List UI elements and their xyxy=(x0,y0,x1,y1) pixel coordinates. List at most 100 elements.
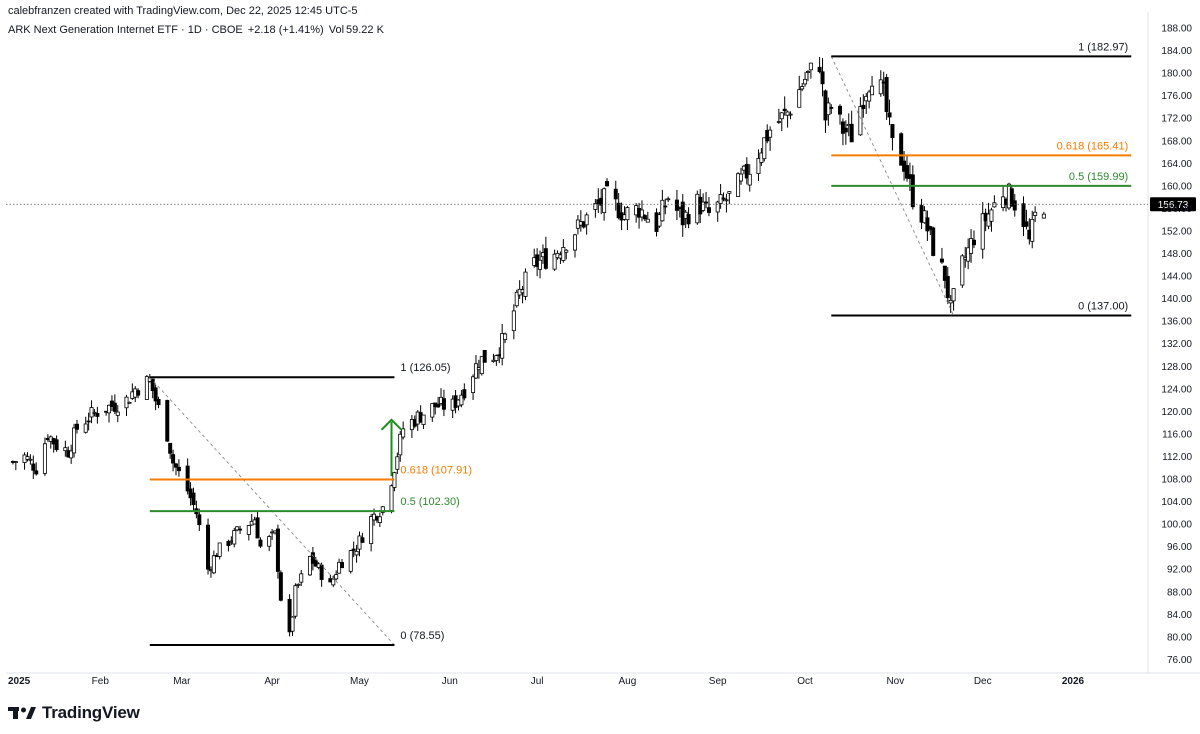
candle-body xyxy=(704,201,709,204)
candle-body xyxy=(660,199,665,222)
candle-body xyxy=(127,401,132,404)
candle-body xyxy=(666,198,671,201)
candle-body xyxy=(34,470,39,475)
candle xyxy=(310,546,315,571)
candle-body xyxy=(63,447,68,452)
candle-body xyxy=(663,205,668,208)
candle xyxy=(887,99,892,126)
candle-body xyxy=(939,258,944,263)
price-tick-label: 128.00 xyxy=(1161,362,1192,373)
candle-body xyxy=(756,158,761,174)
fib-level-label: 0 (137.00) xyxy=(1078,301,1128,313)
candle-body xyxy=(168,442,173,454)
candle-body xyxy=(971,239,976,246)
symbol-legend[interactable]: ARK Next Generation Internet ETF · 1D · … xyxy=(8,24,386,36)
price-tick-label: 120.00 xyxy=(1161,407,1192,418)
time-tick-label: Jun xyxy=(442,676,458,687)
price-tick-label: 124.00 xyxy=(1161,384,1192,395)
price-tick-label: 76.00 xyxy=(1167,655,1192,666)
candle-body xyxy=(72,427,77,454)
candle xyxy=(552,249,557,271)
candle-body xyxy=(296,583,301,586)
candle-body xyxy=(829,107,834,109)
candle xyxy=(74,419,79,434)
candle-body xyxy=(54,439,59,451)
candle xyxy=(572,233,577,258)
candle-body xyxy=(287,598,292,633)
candle xyxy=(939,247,944,264)
candle xyxy=(706,197,711,217)
candle-body xyxy=(354,551,359,556)
candle-body xyxy=(736,173,741,197)
candle-body xyxy=(471,376,476,393)
candle-body xyxy=(951,288,956,302)
candle-body xyxy=(238,528,243,531)
candle-body xyxy=(310,552,315,564)
candle-body xyxy=(69,450,74,459)
candle-body xyxy=(275,528,280,572)
candle-body xyxy=(639,209,644,218)
candle-body xyxy=(762,137,767,160)
candle xyxy=(63,440,68,457)
price-tick-label: 148.00 xyxy=(1161,249,1192,260)
candle-body xyxy=(156,398,161,406)
candle xyxy=(482,350,487,363)
time-axis[interactable]: 2025 Feb Mar Apr May Jun Jul Aug Sep Oct Nov Dec 202… xyxy=(8,676,1085,687)
candle xyxy=(503,332,508,344)
candle-body xyxy=(232,530,237,545)
candle xyxy=(72,423,77,458)
candle-body xyxy=(500,333,505,359)
price-chart[interactable]: 156.73 1 (126.05) 0.618 (107.91) 0.5 (102.3… xyxy=(0,0,1200,700)
candle-body xyxy=(1012,200,1017,211)
candle-body xyxy=(800,86,805,90)
time-tick-label: Nov xyxy=(886,676,904,687)
candle xyxy=(494,354,499,366)
candle xyxy=(421,414,426,429)
candle-body xyxy=(543,248,548,269)
candle-body xyxy=(25,456,30,460)
candle-body xyxy=(462,389,467,399)
candle-body xyxy=(217,542,222,557)
candle xyxy=(925,210,930,241)
candle xyxy=(34,462,39,476)
time-tick-label: Dec xyxy=(974,676,992,687)
candle xyxy=(721,192,726,202)
candle xyxy=(523,268,528,301)
candle-body xyxy=(870,85,875,96)
candle xyxy=(377,512,382,528)
candle-body xyxy=(826,102,831,116)
candle-body xyxy=(966,247,971,262)
candle-body xyxy=(805,71,810,73)
chart-border xyxy=(6,12,1200,674)
candle xyxy=(211,550,216,575)
price-tick-label: 144.00 xyxy=(1161,272,1192,283)
symbol-name[interactable]: ARK Next Generation Internet ETF · 1D · … xyxy=(8,24,243,36)
price-tick-label: 96.00 xyxy=(1167,542,1192,553)
candle xyxy=(762,137,767,162)
candle xyxy=(674,189,679,221)
candle-body xyxy=(931,227,936,256)
candle xyxy=(165,399,170,442)
candle-body xyxy=(360,537,365,543)
candle-body xyxy=(820,71,825,85)
candle xyxy=(645,211,650,223)
time-tick-label: Mar xyxy=(173,676,191,687)
candle xyxy=(904,155,909,182)
price-tick-label: 112.00 xyxy=(1162,452,1192,463)
tradingview-brand[interactable]: TradingView xyxy=(8,702,140,724)
candle xyxy=(275,524,280,579)
price-axis[interactable]: 188.00 184.00 180.00 176.00 172.00 168.00 164.… xyxy=(1161,24,1192,666)
candle xyxy=(206,518,211,575)
candle-body xyxy=(278,572,283,601)
candle-body xyxy=(922,210,927,224)
candle-body xyxy=(616,202,621,219)
candle xyxy=(13,460,18,471)
candle-body xyxy=(494,355,499,361)
candle-body xyxy=(785,111,790,116)
candle-body xyxy=(176,466,181,472)
candle-body xyxy=(511,310,516,332)
candle xyxy=(293,583,298,619)
candle xyxy=(564,249,569,260)
candle xyxy=(1041,211,1046,219)
candle xyxy=(144,374,149,400)
